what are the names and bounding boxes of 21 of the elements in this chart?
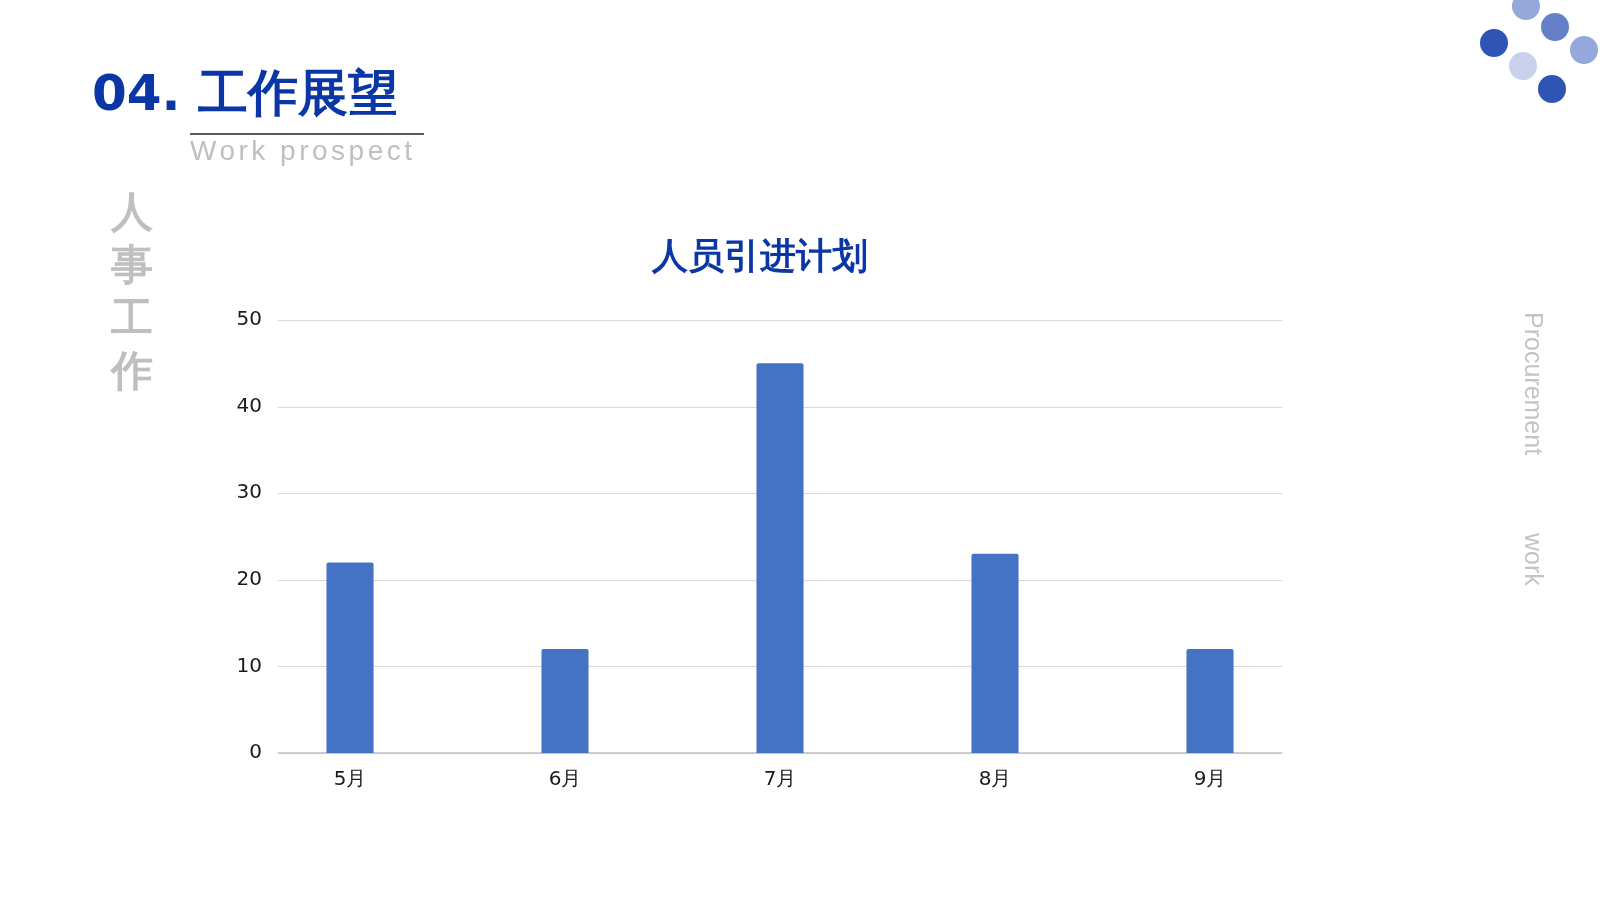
bar xyxy=(1186,649,1234,753)
text: Procurement work xyxy=(1520,312,1548,586)
bar xyxy=(326,562,374,753)
x-tick-label: 6月 xyxy=(548,766,582,791)
y-tick-label: 50 xyxy=(236,306,262,331)
y-tick-label: 30 xyxy=(236,479,262,504)
text: 人事工作 xyxy=(111,186,153,397)
x-tick-label: 9月 xyxy=(1193,766,1227,791)
x-tick-label: 7月 xyxy=(763,766,797,791)
x-tick-label: 8月 xyxy=(978,766,1012,791)
text: 04. 工作展望 xyxy=(92,64,398,122)
text: Work prospect xyxy=(190,135,416,166)
bar xyxy=(541,649,589,753)
y-tick-label: 0 xyxy=(249,739,262,764)
y-tick-label: 10 xyxy=(236,652,262,677)
y-tick-label: 20 xyxy=(236,566,262,590)
x-tick-label: 5月 xyxy=(333,766,367,791)
bar xyxy=(971,553,1019,753)
y-tick-label: 40 xyxy=(236,392,262,417)
chart-title: 人员引进计划 xyxy=(651,235,869,277)
bar xyxy=(756,363,804,753)
